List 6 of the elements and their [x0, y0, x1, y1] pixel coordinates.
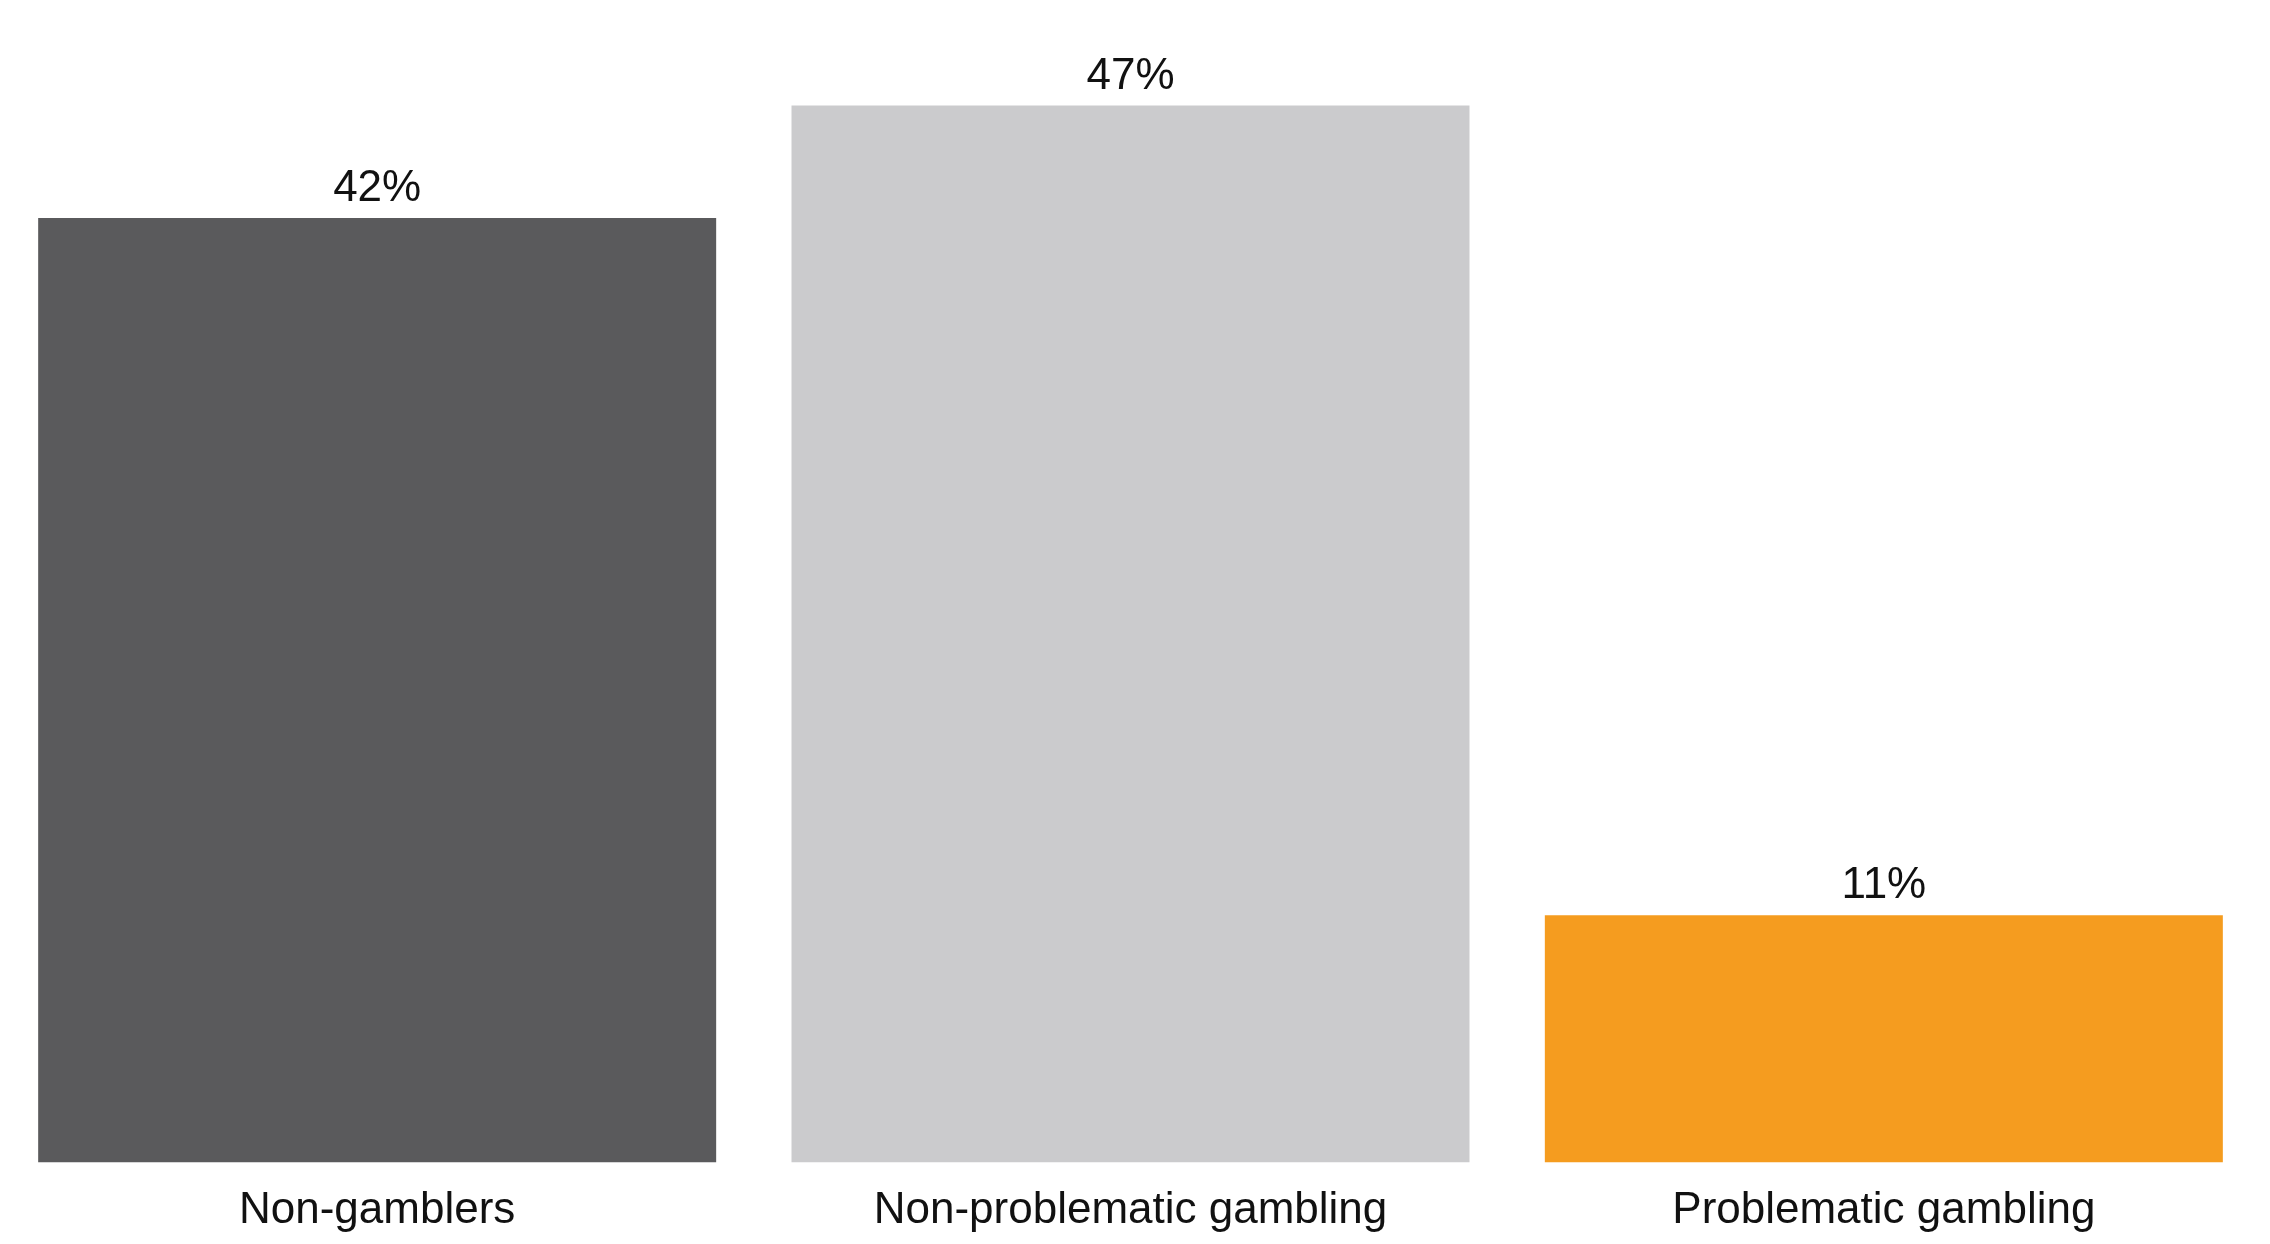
data-label: 11% [1841, 858, 1927, 908]
x-tick-label: Non-gamblers [239, 1182, 516, 1232]
data-label: 42% [333, 161, 422, 211]
data-label: 47% [1086, 48, 1175, 98]
x-tick-label: Problematic gambling [1672, 1182, 2096, 1232]
x-tick-label: Non-problematic gambling [873, 1182, 1388, 1232]
